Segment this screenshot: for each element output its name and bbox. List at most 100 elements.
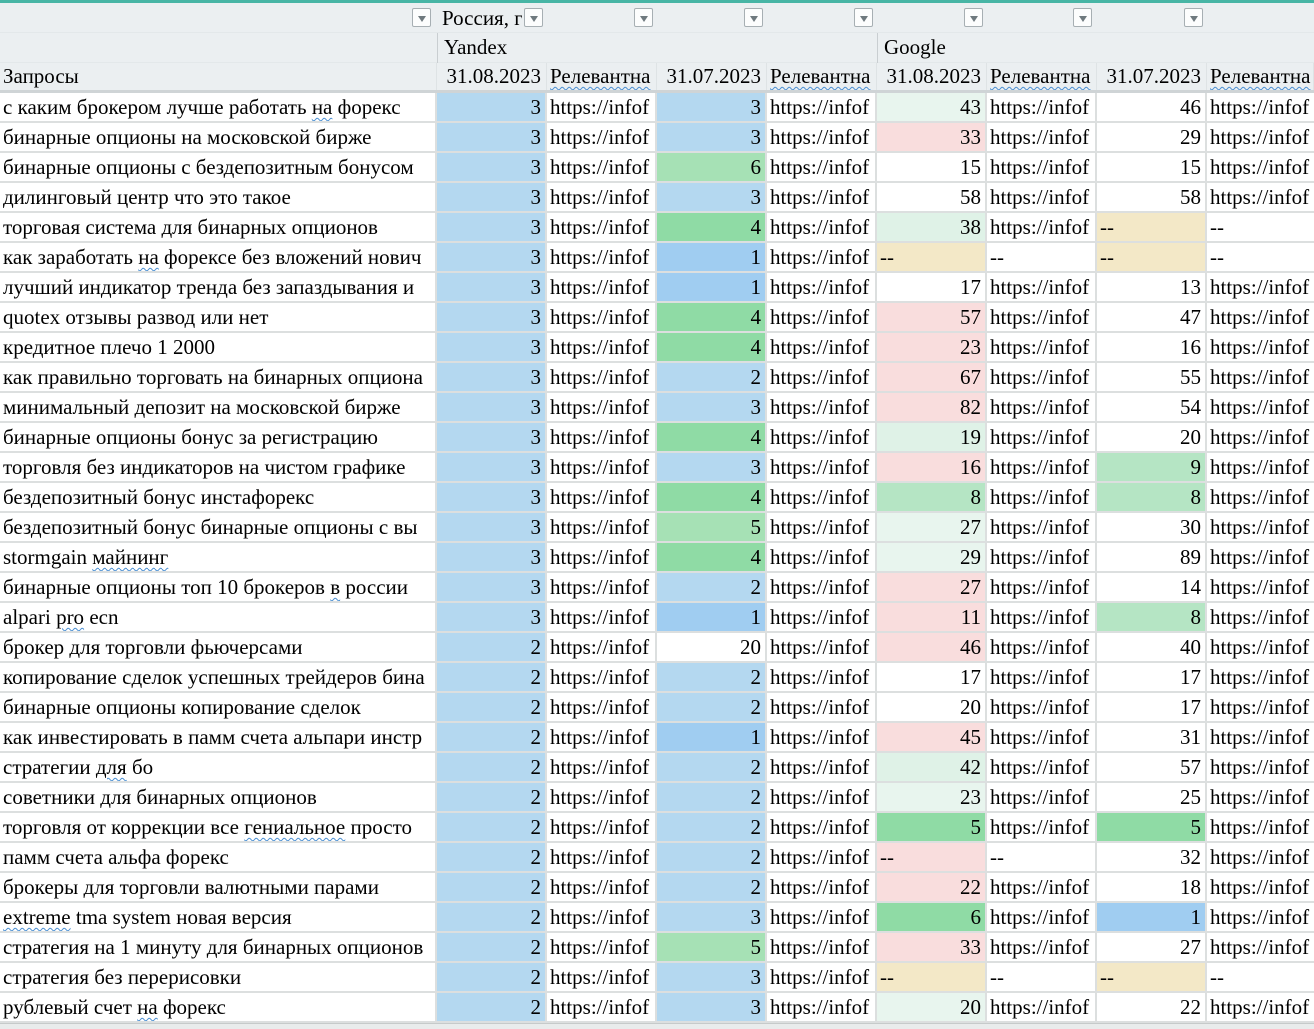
relevant-url-cell[interactable]: https://infof: [767, 543, 877, 573]
relevant-url-cell[interactable]: https://infof: [767, 213, 877, 243]
no-position-cell[interactable]: --: [877, 843, 987, 873]
relevant-url-cell[interactable]: https://infof: [767, 243, 877, 273]
position-cell[interactable]: 1: [657, 243, 767, 273]
date-column-header[interactable]: 31.07.2023: [657, 63, 767, 90]
relevant-url-cell[interactable]: https://infof: [987, 483, 1097, 513]
relevant-url-cell[interactable]: https://infof: [1207, 663, 1314, 693]
position-cell[interactable]: 20: [877, 693, 987, 723]
relevant-url-cell[interactable]: https://infof: [987, 183, 1097, 213]
position-cell[interactable]: 14: [1097, 573, 1207, 603]
date-column-header[interactable]: 31.08.2023: [877, 63, 987, 90]
relevant-url-cell[interactable]: https://infof: [547, 993, 657, 1023]
position-cell[interactable]: 20: [877, 993, 987, 1023]
relevant-url-cell[interactable]: https://infof: [1207, 123, 1314, 153]
relevant-column-header[interactable]: Релевантна: [987, 63, 1097, 90]
query-cell[interactable]: бинарные опционы копирование сделок: [0, 693, 437, 723]
relevant-url-cell[interactable]: https://infof: [767, 813, 877, 843]
no-position-cell[interactable]: --: [987, 843, 1097, 873]
position-cell[interactable]: 20: [1097, 423, 1207, 453]
position-cell[interactable]: 5: [877, 813, 987, 843]
relevant-url-cell[interactable]: https://infof: [767, 123, 877, 153]
position-cell[interactable]: 67: [877, 363, 987, 393]
position-cell[interactable]: 16: [877, 453, 987, 483]
position-cell[interactable]: 2: [437, 993, 547, 1023]
position-cell[interactable]: 17: [1097, 663, 1207, 693]
relevant-column-header[interactable]: Релевантна: [767, 63, 877, 90]
position-cell[interactable]: 2: [657, 783, 767, 813]
relevant-url-cell[interactable]: https://infof: [1207, 393, 1314, 423]
relevant-url-cell[interactable]: https://infof: [547, 663, 657, 693]
position-cell[interactable]: 2: [437, 723, 547, 753]
position-cell[interactable]: 3: [657, 993, 767, 1023]
position-cell[interactable]: 54: [1097, 393, 1207, 423]
relevant-url-cell[interactable]: https://infof: [987, 993, 1097, 1023]
relevant-url-cell[interactable]: https://infof: [767, 423, 877, 453]
position-cell[interactable]: 57: [877, 303, 987, 333]
relevant-url-cell[interactable]: https://infof: [547, 243, 657, 273]
position-cell[interactable]: 3: [437, 273, 547, 303]
relevant-url-cell[interactable]: https://infof: [1207, 93, 1314, 123]
query-cell[interactable]: брокеры для торговли валютными парами: [0, 873, 437, 903]
position-cell[interactable]: 3: [657, 453, 767, 483]
relevant-column-header[interactable]: Релевантна: [1207, 63, 1314, 90]
position-cell[interactable]: 33: [877, 933, 987, 963]
position-cell[interactable]: 17: [1097, 693, 1207, 723]
no-position-cell[interactable]: --: [1097, 213, 1207, 243]
position-cell[interactable]: 2: [437, 783, 547, 813]
no-position-cell[interactable]: --: [1097, 963, 1207, 993]
relevant-url-cell[interactable]: https://infof: [547, 573, 657, 603]
date-column-header[interactable]: 31.08.2023: [437, 63, 547, 90]
relevant-url-cell[interactable]: https://infof: [987, 453, 1097, 483]
position-cell[interactable]: 3: [657, 123, 767, 153]
position-cell[interactable]: 3: [437, 123, 547, 153]
position-cell[interactable]: 8: [877, 483, 987, 513]
position-cell[interactable]: 42: [877, 753, 987, 783]
position-cell[interactable]: 13: [1097, 273, 1207, 303]
position-cell[interactable]: 58: [877, 183, 987, 213]
position-cell[interactable]: 46: [1097, 93, 1207, 123]
position-cell[interactable]: 29: [877, 543, 987, 573]
position-cell[interactable]: 20: [657, 633, 767, 663]
query-cell[interactable]: как инвестировать в памм счета альпари и…: [0, 723, 437, 753]
query-cell[interactable]: как заработать на форексе без вложений н…: [0, 243, 437, 273]
position-cell[interactable]: 2: [657, 693, 767, 723]
position-cell[interactable]: 3: [437, 243, 547, 273]
relevant-url-cell[interactable]: https://infof: [987, 273, 1097, 303]
relevant-url-cell[interactable]: https://infof: [767, 93, 877, 123]
relevant-url-cell[interactable]: https://infof: [987, 573, 1097, 603]
position-cell[interactable]: 4: [657, 423, 767, 453]
position-cell[interactable]: 1: [657, 723, 767, 753]
relevant-url-cell[interactable]: https://infof: [547, 123, 657, 153]
relevant-url-cell[interactable]: https://infof: [547, 213, 657, 243]
relevant-url-cell[interactable]: https://infof: [1207, 363, 1314, 393]
relevant-url-cell[interactable]: https://infof: [1207, 513, 1314, 543]
no-position-cell[interactable]: --: [1207, 213, 1314, 243]
position-cell[interactable]: 2: [657, 663, 767, 693]
relevant-url-cell[interactable]: https://infof: [1207, 933, 1314, 963]
relevant-url-cell[interactable]: https://infof: [767, 963, 877, 993]
relevant-url-cell[interactable]: https://infof: [547, 423, 657, 453]
query-cell[interactable]: лучший индикатор тренда без запаздывания…: [0, 273, 437, 303]
relevant-url-cell[interactable]: https://infof: [547, 603, 657, 633]
position-cell[interactable]: 3: [437, 603, 547, 633]
position-cell[interactable]: 58: [1097, 183, 1207, 213]
relevant-url-cell[interactable]: https://infof: [987, 693, 1097, 723]
relevant-url-cell[interactable]: https://infof: [987, 813, 1097, 843]
no-position-cell[interactable]: --: [1207, 243, 1314, 273]
position-cell[interactable]: 3: [437, 333, 547, 363]
engine-header-yandex[interactable]: Yandex: [437, 33, 877, 63]
relevant-url-cell[interactable]: https://infof: [547, 843, 657, 873]
position-cell[interactable]: 4: [657, 333, 767, 363]
relevant-url-cell[interactable]: https://infof: [987, 873, 1097, 903]
relevant-url-cell[interactable]: https://infof: [767, 693, 877, 723]
position-cell[interactable]: 33: [877, 123, 987, 153]
position-cell[interactable]: 15: [877, 153, 987, 183]
filter-dropdown-button[interactable]: [744, 8, 763, 27]
position-cell[interactable]: 3: [437, 573, 547, 603]
relevant-url-cell[interactable]: https://infof: [547, 723, 657, 753]
relevant-url-cell[interactable]: https://infof: [987, 633, 1097, 663]
position-cell[interactable]: 3: [437, 213, 547, 243]
relevant-url-cell[interactable]: https://infof: [767, 153, 877, 183]
position-cell[interactable]: 3: [657, 393, 767, 423]
relevant-url-cell[interactable]: https://infof: [767, 753, 877, 783]
